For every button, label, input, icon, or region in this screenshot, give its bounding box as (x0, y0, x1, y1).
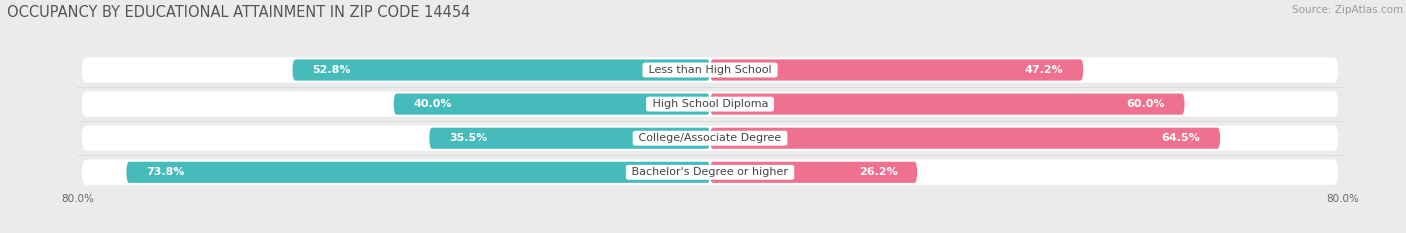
FancyBboxPatch shape (82, 92, 1339, 117)
Text: Source: ZipAtlas.com: Source: ZipAtlas.com (1292, 5, 1403, 15)
Text: High School Diploma: High School Diploma (648, 99, 772, 109)
FancyBboxPatch shape (292, 59, 710, 81)
Text: 73.8%: 73.8% (146, 167, 184, 177)
Text: 64.5%: 64.5% (1161, 133, 1201, 143)
FancyBboxPatch shape (394, 93, 710, 115)
FancyBboxPatch shape (429, 128, 710, 149)
FancyBboxPatch shape (710, 59, 1084, 81)
Text: 35.5%: 35.5% (449, 133, 488, 143)
Text: 52.8%: 52.8% (312, 65, 350, 75)
FancyBboxPatch shape (710, 128, 1220, 149)
Text: Bachelor's Degree or higher: Bachelor's Degree or higher (628, 167, 792, 177)
FancyBboxPatch shape (127, 162, 710, 183)
FancyBboxPatch shape (82, 126, 1339, 151)
FancyBboxPatch shape (82, 57, 1339, 83)
Text: College/Associate Degree: College/Associate Degree (636, 133, 785, 143)
FancyBboxPatch shape (710, 162, 917, 183)
Text: 26.2%: 26.2% (859, 167, 897, 177)
FancyBboxPatch shape (710, 93, 1185, 115)
Text: OCCUPANCY BY EDUCATIONAL ATTAINMENT IN ZIP CODE 14454: OCCUPANCY BY EDUCATIONAL ATTAINMENT IN Z… (7, 5, 471, 20)
Text: Less than High School: Less than High School (645, 65, 775, 75)
Text: 60.0%: 60.0% (1126, 99, 1164, 109)
Text: 47.2%: 47.2% (1025, 65, 1063, 75)
FancyBboxPatch shape (82, 160, 1339, 185)
Text: 40.0%: 40.0% (413, 99, 451, 109)
